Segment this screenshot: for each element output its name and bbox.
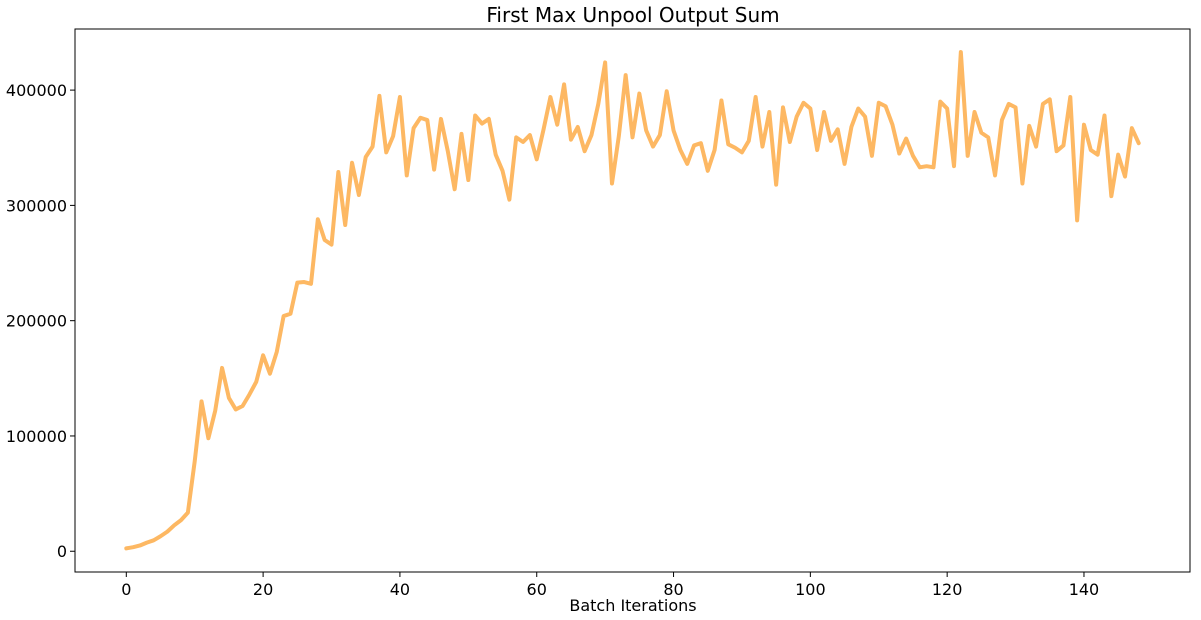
x-tick-label: 60 (527, 580, 547, 599)
chart-title: First Max Unpool Output Sum (486, 3, 779, 27)
y-axis: 0 100000 200000 300000 400000 (6, 81, 75, 561)
x-axis-title: Batch Iterations (569, 596, 696, 615)
x-axis: 0 20 40 60 80 100 120 140 (121, 572, 1099, 599)
x-tick-label: 40 (390, 580, 410, 599)
series-line (124, 50, 1141, 551)
x-tick-label: 20 (253, 580, 273, 599)
x-tick-label: 80 (663, 580, 683, 599)
x-tick-label: 0 (121, 580, 131, 599)
y-tick-label: 400000 (6, 81, 67, 100)
plot-frame (74, 28, 1191, 573)
y-tick-label: 300000 (6, 196, 67, 215)
y-tick-label: 100000 (6, 427, 67, 446)
x-tick-label: 140 (1069, 580, 1100, 599)
y-tick-label: 200000 (6, 312, 67, 331)
x-tick-label: 100 (795, 580, 826, 599)
x-tick-label: 120 (932, 580, 963, 599)
plot-content (124, 50, 1141, 551)
y-tick-label: 0 (57, 542, 67, 561)
